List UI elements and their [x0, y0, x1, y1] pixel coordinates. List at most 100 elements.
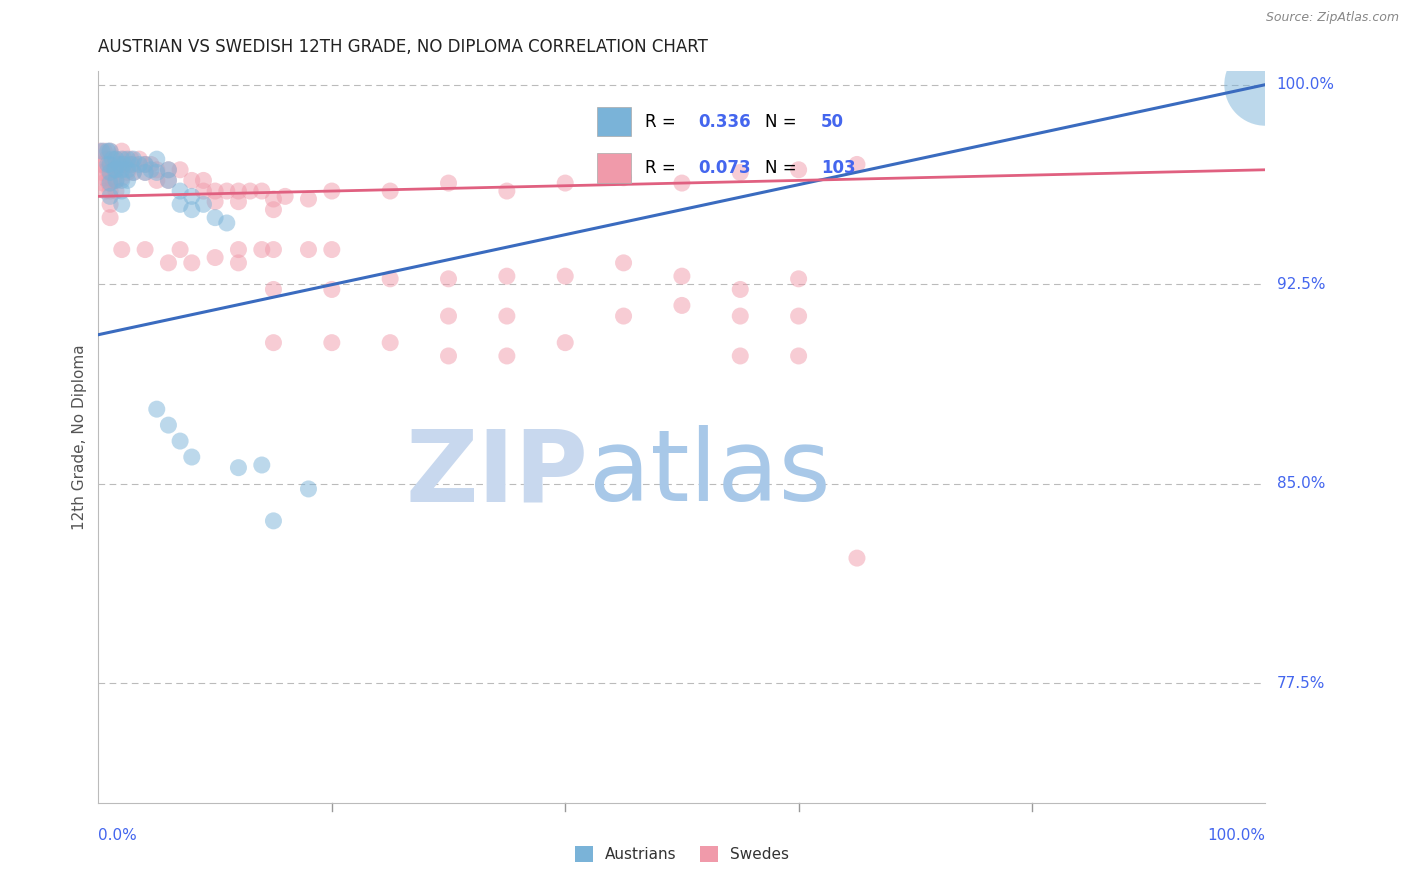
Point [262, 335, 284, 350]
Point [117, 157, 139, 171]
Point [297, 192, 319, 206]
Point [93, 157, 115, 171]
Point [169, 434, 191, 448]
Point [104, 152, 127, 166]
Point [146, 402, 169, 417]
Point [321, 335, 343, 350]
Point [112, 157, 135, 171]
Point [98, 144, 121, 158]
Point [112, 152, 135, 166]
Point [215, 184, 238, 198]
Point [93, 144, 115, 158]
Point [111, 152, 134, 166]
Text: 0.336: 0.336 [697, 112, 751, 130]
Point [671, 298, 693, 312]
Point [845, 157, 868, 171]
Point [117, 152, 139, 166]
Point [117, 162, 139, 177]
Point [120, 152, 142, 166]
Point [157, 162, 180, 177]
Text: AUSTRIAN VS SWEDISH 12TH GRADE, NO DIPLOMA CORRELATION CHART: AUSTRIAN VS SWEDISH 12TH GRADE, NO DIPLO… [98, 38, 709, 56]
Point [204, 211, 226, 225]
Point [193, 173, 215, 187]
Point [134, 243, 156, 257]
Point [97, 144, 120, 158]
Point [204, 251, 226, 265]
Point [90, 157, 112, 171]
Point [612, 170, 634, 185]
Point [122, 157, 145, 171]
Point [262, 283, 284, 297]
Point [437, 176, 460, 190]
Point [321, 184, 343, 198]
Text: 85.0%: 85.0% [1277, 476, 1324, 491]
Point [90, 165, 112, 179]
Point [111, 157, 134, 171]
Point [139, 162, 162, 177]
Point [321, 283, 343, 297]
Point [122, 152, 145, 166]
Point [157, 173, 180, 187]
Text: 103: 103 [821, 159, 856, 177]
Point [378, 272, 402, 286]
Point [128, 157, 150, 171]
Point [297, 243, 319, 257]
Point [250, 458, 273, 472]
Point [108, 157, 131, 171]
Text: 0.073: 0.073 [697, 159, 751, 177]
Point [97, 162, 120, 177]
Point [98, 176, 121, 190]
Point [97, 157, 120, 171]
Point [262, 243, 284, 257]
Point [98, 165, 121, 179]
Text: ZIP: ZIP [406, 425, 589, 522]
Point [111, 197, 134, 211]
Point [104, 162, 127, 177]
Point [180, 450, 202, 464]
Point [1254, 78, 1277, 92]
Text: 0.0%: 0.0% [98, 828, 138, 843]
Point [274, 189, 297, 203]
Point [228, 184, 250, 198]
Text: 100.0%: 100.0% [1208, 828, 1265, 843]
Point [98, 170, 121, 185]
Point [730, 165, 752, 179]
Text: 100.0%: 100.0% [1277, 78, 1334, 92]
Point [612, 256, 634, 270]
Point [204, 194, 226, 209]
Point [117, 173, 139, 187]
Text: 92.5%: 92.5% [1277, 277, 1324, 292]
Point [378, 335, 402, 350]
Point [98, 211, 121, 225]
Point [204, 184, 226, 198]
Point [730, 309, 752, 323]
Point [120, 157, 142, 171]
Point [104, 162, 127, 177]
Point [169, 197, 191, 211]
Point [157, 418, 180, 433]
Point [180, 173, 202, 187]
Point [169, 184, 191, 198]
Point [787, 162, 810, 177]
Point [111, 184, 134, 198]
Point [104, 152, 127, 166]
Point [228, 460, 250, 475]
Text: R =: R = [644, 112, 681, 130]
Text: atlas: atlas [589, 425, 830, 522]
Point [98, 157, 121, 171]
Point [193, 197, 215, 211]
Point [262, 192, 284, 206]
Point [101, 152, 124, 166]
Point [157, 173, 180, 187]
Point [146, 152, 169, 166]
Point [169, 243, 191, 257]
Text: 77.5%: 77.5% [1277, 675, 1324, 690]
Point [228, 243, 250, 257]
Point [239, 184, 262, 198]
Text: N =: N = [765, 112, 801, 130]
Point [111, 144, 134, 158]
Point [262, 514, 284, 528]
Point [612, 309, 634, 323]
Point [730, 283, 752, 297]
Point [437, 272, 460, 286]
